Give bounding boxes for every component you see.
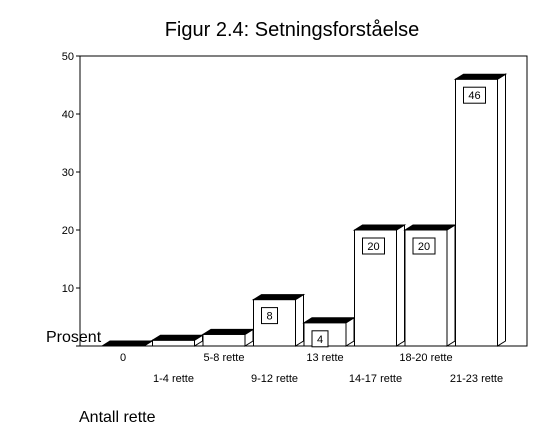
chart-title: Figur 2.4: Setningsforståelse (165, 19, 420, 41)
data-label: 8 (266, 311, 272, 323)
x-tick-label: 21-23 rette (450, 373, 503, 385)
x-axis: 0 1-4 rette 5-8 rette 9-12 rette 13 rette 14-… (120, 352, 503, 385)
bar-top (100, 340, 154, 347)
bar: 20 (403, 224, 457, 347)
x-tick-label: 1-4 rette (153, 373, 194, 385)
bar-top (201, 328, 255, 335)
y-axis-label: Prosent (46, 329, 102, 346)
y-tick-label: 20 (62, 225, 74, 237)
bar (100, 340, 154, 347)
y-tick-label: 50 (62, 51, 74, 63)
bar-top (352, 224, 407, 231)
x-tick-label: 14-17 rette (349, 373, 402, 385)
bar-front (455, 78, 498, 347)
bar: 46 (453, 73, 508, 347)
bar-top (150, 334, 205, 341)
bar-top (251, 294, 306, 301)
x-tick-label: 9-12 rette (251, 373, 298, 385)
bar-front (202, 333, 246, 347)
bar: 8 (251, 293, 306, 347)
data-label-box (311, 330, 329, 348)
y-tick-label: 30 (62, 167, 74, 179)
bar (150, 334, 205, 347)
x-tick-label: 18-20 rette (399, 352, 452, 364)
bar-side (396, 224, 405, 347)
bar-front (152, 339, 195, 347)
bar-side (497, 73, 506, 347)
data-label-box (362, 237, 385, 255)
bars: 8 4 20 20 46 (100, 73, 508, 348)
bar-side (295, 293, 304, 347)
data-label: 4 (317, 334, 323, 346)
data-label: 46 (468, 90, 480, 102)
bar-side (446, 224, 456, 347)
data-label-box (463, 86, 486, 104)
x-axis-label: Antall rette (79, 409, 156, 426)
bar (201, 328, 255, 347)
data-label-box (412, 237, 436, 255)
data-label-box (261, 307, 278, 325)
bar: 20 (352, 224, 407, 347)
bar: 4 (302, 316, 356, 348)
data-label: 20 (367, 241, 379, 253)
x-tick-label: 13 rette (306, 352, 343, 364)
x-tick-label: 5-8 rette (204, 352, 245, 364)
data-label: 20 (418, 241, 430, 253)
bar-top (453, 73, 508, 80)
x-tick-label: 0 (120, 352, 126, 364)
y-tick-label: 40 (62, 109, 74, 121)
y-tick-label: 10 (62, 283, 74, 295)
bar-top (403, 224, 457, 231)
bar-top (302, 317, 356, 324)
